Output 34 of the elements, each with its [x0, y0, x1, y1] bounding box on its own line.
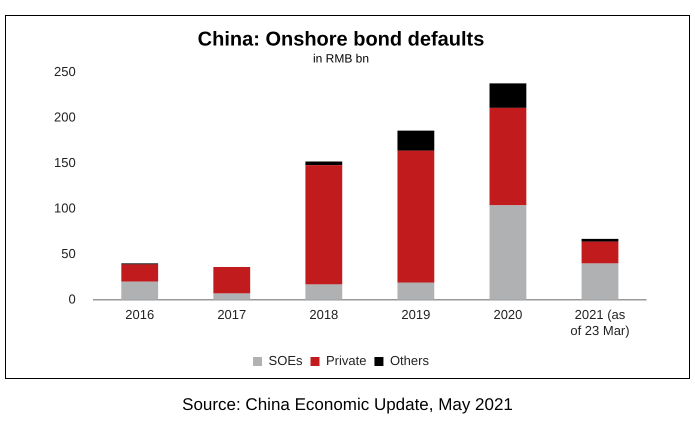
y-tick-label: 150 [54, 154, 76, 170]
bar [582, 238, 618, 242]
bar [397, 282, 434, 300]
bar [490, 205, 526, 300]
y-tick-label: 100 [54, 200, 76, 216]
bar [397, 150, 434, 283]
x-tick-label: 2016 [125, 307, 154, 322]
bar [490, 83, 526, 108]
chart-title: China: Onshore bond defaults [198, 28, 484, 51]
bar [582, 242, 618, 264]
bar [582, 263, 618, 300]
x-tick-label: 2019 [401, 307, 430, 322]
y-tick-label: 50 [61, 246, 76, 261]
x-tick-label: 2018 [309, 307, 338, 322]
y-tick-label: 250 [54, 64, 76, 79]
source-note: Source: China Economic Update, May 2021 [181, 395, 514, 415]
bar [305, 284, 342, 300]
legend-label: Others [390, 353, 430, 368]
bar [305, 162, 342, 166]
bar [213, 267, 250, 294]
y-tick-label: 0 [68, 291, 76, 306]
x-tick-label: 2020 [493, 307, 522, 322]
legend-label: SOEs [268, 353, 303, 368]
bar [121, 282, 158, 300]
bar [305, 165, 342, 284]
bar [397, 130, 434, 151]
y-tick-label: 200 [54, 109, 76, 124]
x-tick-label: 2021 (as of 23 Mar) [570, 307, 630, 338]
chart-subtitle: in RMB bn [312, 52, 370, 66]
legend-label: Private [326, 353, 366, 368]
x-tick-label: 2017 [217, 307, 246, 322]
bar [121, 264, 158, 282]
bar [213, 293, 250, 300]
bar [490, 108, 526, 206]
